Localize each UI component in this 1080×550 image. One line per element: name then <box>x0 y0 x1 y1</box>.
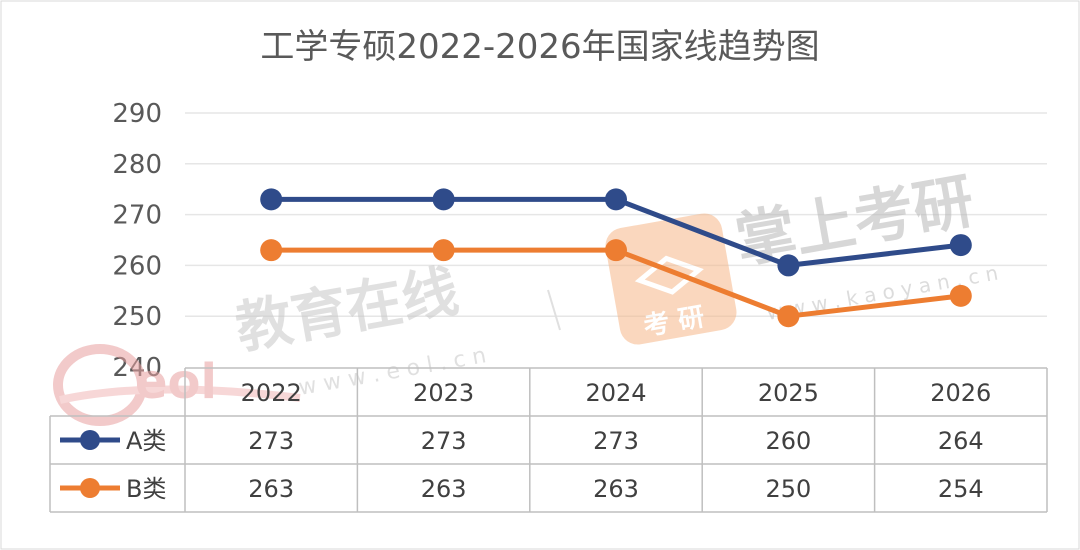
y-tick-label: 270 <box>112 201 162 231</box>
data-point <box>777 254 800 277</box>
table-value: 260 <box>765 427 811 455</box>
y-tick-label: 280 <box>112 150 162 180</box>
data-point <box>605 188 627 211</box>
legend-label: A类 <box>126 427 166 455</box>
table-value: 273 <box>421 427 467 455</box>
x-category-label: 2026 <box>930 379 991 407</box>
table-value: 264 <box>938 427 984 455</box>
data-point <box>949 284 972 307</box>
eol-logo-text: eol <box>135 354 217 410</box>
watermark-divider <box>547 289 561 331</box>
data-point <box>260 188 283 211</box>
y-tick-label: 260 <box>112 251 162 281</box>
table-value: 250 <box>765 475 811 503</box>
table-value: 263 <box>248 475 294 503</box>
eol-swoosh-icon <box>59 385 301 404</box>
series-layer <box>260 188 972 328</box>
data-point <box>432 239 455 262</box>
y-tick-label: 250 <box>112 302 162 332</box>
legend-label: B类 <box>126 475 166 503</box>
table-value: 254 <box>938 475 984 503</box>
x-category-label: 2024 <box>585 379 646 407</box>
data-point <box>949 234 972 257</box>
table-value: 273 <box>593 427 639 455</box>
data-point <box>605 239 627 262</box>
table-value: 273 <box>248 427 294 455</box>
table-value: 263 <box>593 475 639 503</box>
legend-swatch-marker <box>80 478 100 498</box>
chart-title: 工学专硕2022-2026年国家线趋势图 <box>260 27 819 67</box>
y-tick-label: 290 <box>112 99 162 129</box>
x-category-label: 2025 <box>758 379 819 407</box>
data-point <box>777 305 800 328</box>
x-category-label: 2022 <box>241 379 302 407</box>
x-category-label: 2023 <box>413 379 474 407</box>
data-point <box>432 188 455 211</box>
table-value: 263 <box>421 475 467 503</box>
data-point <box>260 239 283 262</box>
eol-logo-icon <box>53 344 147 426</box>
data-table: 2022 2023 2024 2025 2026 A类 273 273 273 260 264 B类 2… <box>49 367 1048 513</box>
kaoyan-badge-icon <box>605 213 737 345</box>
legend-swatch-marker <box>80 430 100 450</box>
